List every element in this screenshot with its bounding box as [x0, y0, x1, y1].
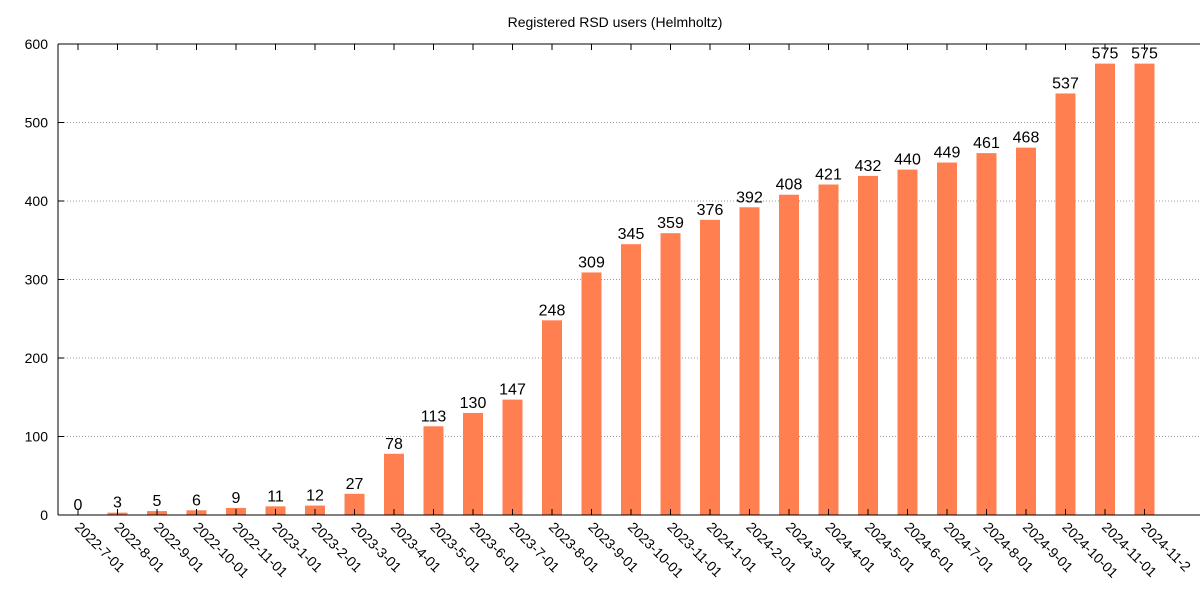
data-label: 5: [153, 493, 162, 510]
bar: [621, 244, 641, 516]
y-tick-label: 300: [25, 272, 49, 288]
bar: [700, 219, 720, 515]
data-label: 78: [385, 436, 403, 453]
bar: [897, 169, 918, 515]
data-label: 3: [113, 495, 122, 512]
bar: [463, 412, 483, 515]
y-tick-label: 500: [25, 115, 49, 131]
data-label: 421: [815, 167, 842, 184]
data-labels: 0 3 5 6 9 11 12 27 78 113 130 147 248 309 345 359 376 392…: [74, 46, 1158, 514]
data-label: 11: [267, 488, 284, 505]
data-label: 113: [421, 408, 447, 425]
bar: [739, 207, 760, 515]
data-label: 468: [1013, 130, 1040, 147]
bars: [107, 63, 1155, 516]
data-label: 345: [618, 226, 645, 243]
data-label: 376: [697, 202, 724, 219]
data-label: 309: [578, 254, 605, 271]
bar: [1016, 147, 1036, 515]
bar: [344, 493, 365, 515]
data-label: 12: [306, 488, 324, 505]
bar: [542, 320, 562, 515]
bar: [423, 426, 444, 515]
data-label: 408: [776, 177, 803, 194]
bar: [1095, 63, 1115, 515]
bar: [581, 272, 602, 515]
data-label: 9: [232, 490, 241, 507]
data-label: 461: [973, 135, 1000, 152]
data-label: 0: [74, 497, 83, 514]
bar: [502, 399, 523, 515]
y-tick-label: 600: [25, 36, 49, 52]
data-label: 359: [657, 215, 684, 232]
data-label: 130: [460, 395, 487, 412]
data-label: 575: [1092, 46, 1119, 63]
y-tick-label: 200: [25, 350, 49, 366]
bar: [660, 233, 681, 515]
data-label: 6: [192, 492, 201, 509]
chart-title: Registered RSD users (Helmholtz): [508, 14, 723, 30]
y-tick-label: 400: [25, 193, 49, 209]
data-label: 248: [539, 302, 566, 319]
bar: [818, 184, 839, 515]
y-tick-label: 100: [25, 429, 49, 445]
bar: [779, 194, 799, 515]
data-label: 147: [499, 382, 526, 399]
data-label: 432: [855, 158, 882, 175]
bar: [1055, 93, 1076, 515]
bar: [937, 162, 957, 515]
bar: [1134, 63, 1155, 515]
data-label: 440: [894, 152, 921, 169]
data-label: 575: [1131, 46, 1158, 63]
bar: [976, 153, 997, 516]
data-label: 537: [1052, 75, 1079, 92]
data-label: 392: [736, 189, 763, 206]
y-tick-label: 0: [40, 507, 48, 523]
data-label: 449: [934, 145, 961, 162]
data-label: 27: [346, 476, 364, 493]
axes: [57, 43, 1200, 516]
bar: [858, 175, 878, 515]
bar: [384, 453, 404, 515]
